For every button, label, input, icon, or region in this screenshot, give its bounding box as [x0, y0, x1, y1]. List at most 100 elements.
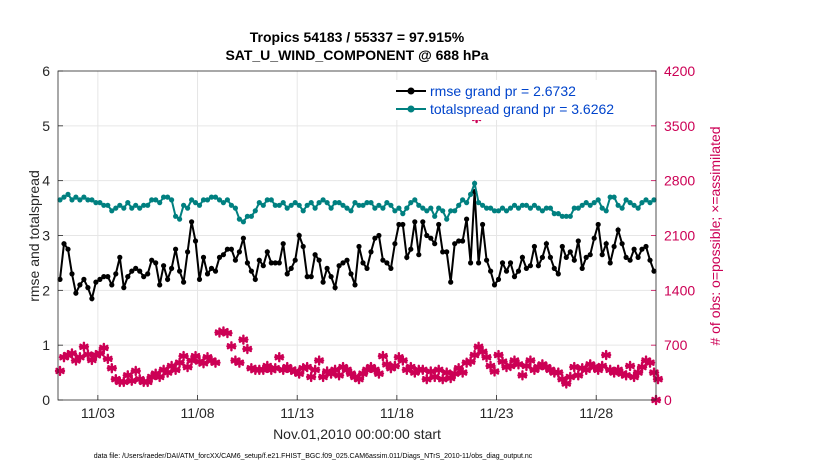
point-totalspread: [220, 200, 226, 206]
obs-point: [102, 353, 114, 365]
point-totalspread: [248, 213, 254, 219]
point-rmse: [452, 241, 458, 247]
point-totalspread: [324, 200, 330, 206]
point-totalspread: [121, 205, 127, 211]
point-totalspread: [539, 208, 546, 214]
obs-point: [525, 355, 536, 366]
point-totalspread: [563, 213, 569, 219]
obs-point: [305, 371, 317, 383]
point-totalspread: [192, 200, 199, 206]
point-rmse: [615, 227, 621, 233]
obs-point: [226, 341, 237, 352]
obs-point: [429, 371, 440, 383]
point-rmse: [101, 274, 107, 280]
point-rmse: [480, 221, 486, 228]
obs-point: [632, 367, 644, 378]
left-tick-label: 2: [42, 282, 50, 298]
point-rmse: [619, 241, 625, 247]
point-rmse: [228, 246, 234, 252]
point-rmse: [344, 257, 350, 263]
obs-point: [182, 361, 193, 373]
point-totalspread: [476, 200, 482, 206]
point-rmse: [507, 260, 514, 266]
point-totalspread: [69, 197, 75, 203]
point-rmse: [603, 241, 609, 247]
point-rmse: [77, 282, 83, 288]
point-totalspread: [189, 197, 195, 203]
point-totalspread: [567, 213, 573, 219]
obs-point: [596, 360, 608, 372]
point-totalspread: [117, 202, 123, 208]
point-totalspread: [651, 197, 657, 203]
obs-point: [313, 355, 325, 366]
point-totalspread: [316, 200, 322, 206]
point-totalspread: [256, 200, 262, 206]
point-totalspread: [547, 205, 554, 211]
point-totalspread: [368, 200, 374, 206]
point-totalspread: [177, 216, 183, 222]
point-rmse: [240, 235, 246, 241]
y-axis-label-left: rmse and totalspread: [26, 170, 42, 302]
point-totalspread: [599, 205, 605, 211]
point-totalspread: [360, 202, 366, 208]
grid-lines: [58, 71, 656, 400]
right-tick-label: 2800: [664, 173, 695, 189]
left-tick-label: 3: [42, 228, 50, 244]
point-totalspread: [200, 197, 207, 203]
point-rmse: [515, 268, 522, 274]
point-rmse: [448, 279, 454, 285]
point-rmse: [212, 268, 219, 274]
x-axis-label: Nov.01,2010 00:00:00 start: [273, 426, 441, 442]
point-totalspread: [312, 205, 318, 211]
obs-point: [473, 341, 484, 353]
point-rmse: [141, 274, 147, 280]
point-totalspread: [523, 202, 530, 208]
point-rmse: [523, 265, 530, 271]
point-rmse: [591, 235, 597, 241]
point-rmse: [440, 249, 446, 255]
obs-point: [178, 350, 189, 362]
point-totalspread: [428, 205, 434, 211]
point-rmse: [416, 252, 422, 258]
left-tick-label: 0: [42, 392, 50, 408]
point-rmse: [57, 276, 63, 282]
point-rmse: [173, 246, 179, 252]
point-rmse: [631, 246, 637, 252]
point-totalspread: [615, 202, 621, 208]
point-totalspread: [204, 197, 211, 203]
obs-point: [154, 371, 165, 383]
point-rmse: [408, 246, 414, 252]
obs-point: [238, 334, 249, 345]
point-totalspread: [551, 211, 557, 217]
right-tick-label: 3500: [664, 118, 695, 134]
point-totalspread: [129, 205, 135, 211]
y-axis-label-right: # of obs: o=possible; ×=assimilated: [707, 126, 723, 345]
point-totalspread: [224, 197, 230, 203]
point-rmse: [539, 254, 546, 260]
point-rmse: [543, 241, 550, 247]
point-rmse: [484, 257, 490, 263]
point-rmse: [300, 243, 306, 250]
point-totalspread: [575, 205, 581, 211]
point-rmse: [73, 290, 79, 296]
point-rmse: [464, 216, 470, 222]
point-rmse: [400, 221, 406, 228]
point-totalspread: [304, 202, 310, 208]
obs-point: [405, 361, 417, 373]
obs-point: [437, 373, 448, 385]
point-totalspread: [531, 202, 538, 208]
point-totalspread: [579, 202, 585, 208]
point-rmse: [380, 257, 386, 263]
point-totalspread: [141, 202, 147, 208]
point-totalspread: [591, 200, 597, 206]
point-totalspread: [356, 202, 362, 208]
point-totalspread: [216, 197, 223, 203]
point-rmse: [511, 274, 518, 280]
point-rmse: [503, 268, 510, 274]
point-totalspread: [519, 202, 526, 208]
obs-point: [557, 373, 568, 385]
x-tick-label: 11/18: [380, 405, 414, 421]
point-rmse: [579, 265, 585, 271]
point-rmse: [340, 260, 346, 266]
